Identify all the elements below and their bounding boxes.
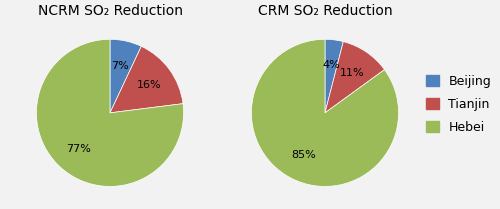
Wedge shape (252, 39, 398, 186)
Wedge shape (110, 46, 183, 113)
Wedge shape (325, 42, 384, 113)
Text: 16%: 16% (136, 80, 161, 90)
Text: 77%: 77% (66, 144, 91, 154)
Wedge shape (325, 39, 344, 113)
Title: NCRM SO₂ Reduction: NCRM SO₂ Reduction (38, 4, 182, 18)
Title: CRM SO₂ Reduction: CRM SO₂ Reduction (258, 4, 392, 18)
Text: 4%: 4% (322, 60, 340, 70)
Text: 7%: 7% (112, 61, 130, 71)
Text: 11%: 11% (340, 68, 364, 78)
Wedge shape (110, 39, 142, 113)
Wedge shape (36, 39, 184, 186)
Text: 85%: 85% (291, 150, 316, 161)
Legend: Beijing, Tianjin, Hebei: Beijing, Tianjin, Hebei (426, 75, 491, 134)
